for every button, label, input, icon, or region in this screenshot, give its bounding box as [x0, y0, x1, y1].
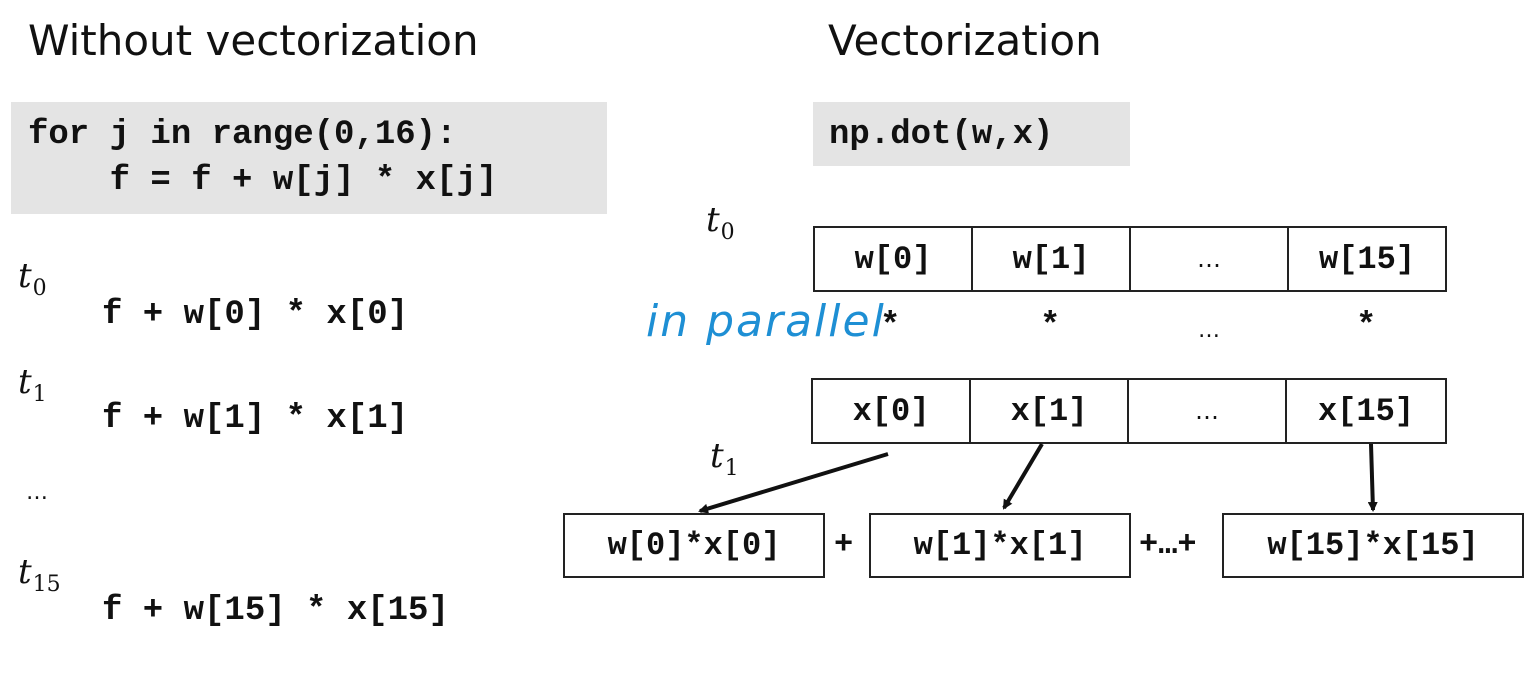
loop-code-line-1: for j in range(0,16):	[28, 116, 457, 154]
w-cell: w[15]	[1318, 240, 1415, 278]
step-time-label-0: t0	[18, 256, 47, 301]
step-expression-0: f + w[0] * x[0]	[102, 296, 409, 334]
in-parallel-annotation: in parallel	[646, 296, 886, 347]
x-vector: x[0] x[1] … x[15]	[811, 378, 1447, 444]
npdot-code: np.dot(w,x)	[829, 116, 1054, 154]
w-vector: w[0] w[1] … w[15]	[813, 226, 1447, 292]
step-time-label-15: t15	[18, 552, 61, 597]
loop-code-line-2: f = f + w[j] * x[j]	[28, 162, 498, 200]
arrow-1	[1002, 442, 1044, 510]
x-cell: x[1]	[971, 380, 1129, 442]
arrow-0	[698, 452, 889, 514]
multiply-sign: *	[880, 308, 901, 346]
multiply-sign: *	[1040, 308, 1061, 346]
step-time-label-1: t1	[18, 362, 47, 407]
x-cell-ellipsis: …	[1129, 380, 1287, 442]
plus-sign: +	[834, 526, 854, 563]
left-heading: Without vectorization	[28, 16, 479, 65]
plus-ellipsis-plus: +…+	[1139, 526, 1197, 563]
step-expression-1: f + w[1] * x[1]	[102, 400, 409, 438]
product-box-1: w[1]*x[1]	[869, 513, 1131, 578]
step-ellipsis: …	[26, 480, 48, 505]
loop-code-block: for j in range(0,16): f = f + w[j] * x[j…	[11, 102, 607, 214]
product-box-15: w[15]*x[15]	[1222, 513, 1524, 578]
step-expression-15: f + w[15] * x[15]	[102, 592, 449, 630]
npdot-code-block: np.dot(w,x)	[813, 102, 1130, 166]
right-heading: Vectorization	[828, 16, 1102, 65]
w-cell: w[1]	[973, 228, 1131, 290]
product-box-0: w[0]*x[0]	[563, 513, 825, 578]
multiply-sign: *	[1356, 308, 1377, 346]
w-cell: w[0]	[815, 228, 973, 290]
w-cell-ellipsis: …	[1131, 228, 1289, 290]
x-cell: x[0]	[813, 380, 971, 442]
x-cell: x[15]	[1317, 392, 1414, 430]
multiply-ellipsis: …	[1198, 318, 1220, 343]
vector-time-label-0: t0	[706, 200, 735, 245]
arrow-15	[1367, 443, 1378, 512]
vector-time-label-1: t1	[710, 436, 739, 481]
